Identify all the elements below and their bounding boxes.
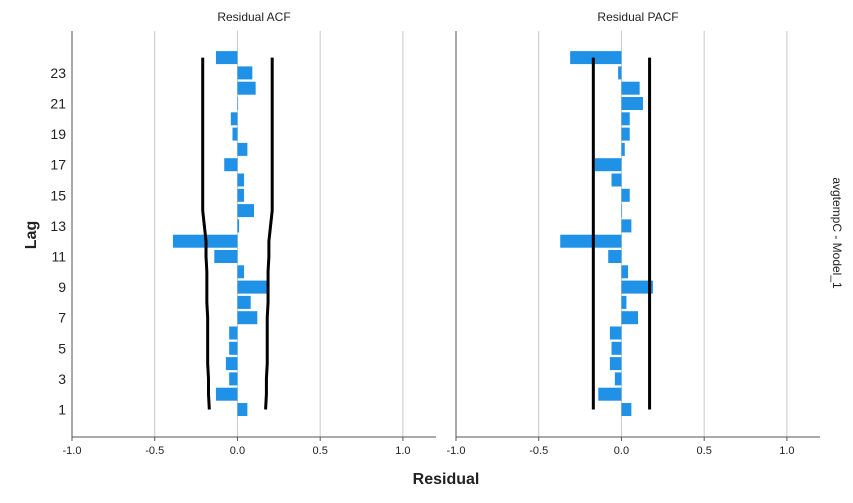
bar-lag-19 (621, 127, 630, 141)
bar-lag-10 (237, 265, 245, 279)
x-tick-label: -0.5 (529, 445, 548, 457)
bar-lag-24 (570, 51, 622, 65)
y-tick-label: 19 (50, 126, 66, 142)
bar-lag-11 (214, 250, 238, 263)
bar-lag-3 (229, 372, 238, 386)
x-tick-label: 0.5 (697, 445, 712, 457)
bar-lag-8 (237, 295, 251, 309)
bar-lag-17 (224, 158, 238, 172)
x-tick-label: -1.0 (447, 445, 466, 457)
bar-lag-6 (609, 326, 622, 340)
bar-lag-16 (237, 173, 245, 187)
bar-lag-2 (598, 387, 622, 401)
x-tick-label: 1.0 (779, 445, 794, 457)
y-tick-label: 21 (50, 96, 66, 112)
bar-lag-20 (621, 112, 630, 126)
bar-lag-1 (237, 403, 248, 416)
y-tick-label: 17 (50, 157, 66, 173)
bar-lag-23 (618, 66, 622, 80)
bar-lag-18 (621, 142, 625, 156)
x-tick-label: 1.0 (395, 445, 410, 457)
y-tick-label: 3 (58, 371, 66, 387)
bar-lag-23 (237, 66, 253, 80)
bar-lag-6 (229, 326, 238, 340)
lower-confidence-limit (201, 57, 211, 410)
x-tick-label: 0.0 (614, 445, 629, 457)
upper-confidence-limit (264, 57, 274, 410)
y-tick-label: 9 (58, 279, 66, 295)
bar-lag-15 (621, 188, 630, 202)
bar-lag-1 (621, 403, 632, 416)
bar-lag-19 (232, 127, 238, 141)
bar-lag-13 (621, 219, 632, 233)
bar-lag-22 (237, 81, 256, 95)
x-tick-label: 0.5 (313, 445, 328, 457)
y-axis-title: Lag (23, 221, 40, 249)
x-tick-label: 0.0 (230, 445, 245, 457)
bar-lag-8 (621, 295, 627, 309)
bar-lag-10 (621, 265, 629, 279)
bar-lag-7 (237, 311, 258, 325)
bar-lag-3 (614, 372, 622, 386)
bar-lag-13 (237, 219, 240, 233)
bar-lag-5 (611, 341, 622, 355)
bar-lag-14 (621, 204, 623, 218)
bar-lag-14 (237, 204, 254, 218)
facet-label: avgtempC - Model_1 (830, 177, 844, 289)
bar-lag-16 (611, 173, 622, 187)
y-tick-label: 5 (58, 340, 66, 356)
y-tick-label: 13 (50, 218, 66, 234)
y-tick-label: 15 (50, 187, 66, 203)
bar-lag-18 (237, 142, 248, 156)
bar-lag-5 (229, 341, 238, 355)
x-tick-label: -1.0 (63, 445, 82, 457)
panel-title: Residual PACF (597, 10, 678, 24)
bar-lag-24 (215, 51, 238, 65)
y-tick-label: 23 (50, 65, 66, 81)
bar-lag-11 (608, 250, 622, 263)
bar-lag-20 (230, 112, 238, 126)
panel-acf: -1.0 -0.5 0.0 0.5 1.0 Residual ACF (63, 10, 436, 457)
y-tick-label: 7 (58, 310, 66, 326)
bar-lag-22 (621, 81, 640, 95)
y-tick-label: 1 (58, 402, 66, 418)
bar-lag-4 (609, 357, 622, 371)
y-tick-label: 11 (51, 249, 66, 265)
panel-pacf: -1.0 -0.5 0.0 0.5 1.0 Residual PACF (447, 10, 820, 457)
bar-lag-4 (225, 357, 238, 371)
bar-lag-9 (237, 280, 268, 294)
bar-lag-7 (621, 311, 638, 325)
panel-title: Residual ACF (217, 10, 290, 24)
bar-lag-9 (621, 280, 653, 294)
x-axis-title: Residual (413, 471, 480, 488)
bar-lag-2 (215, 387, 238, 401)
x-tick-label: -0.5 (145, 445, 164, 457)
bar-lag-12 (560, 234, 622, 248)
bar-lag-17 (594, 158, 622, 172)
bar-lag-21 (237, 97, 239, 110)
bar-lag-15 (237, 188, 245, 202)
bar-lag-21 (621, 97, 643, 110)
